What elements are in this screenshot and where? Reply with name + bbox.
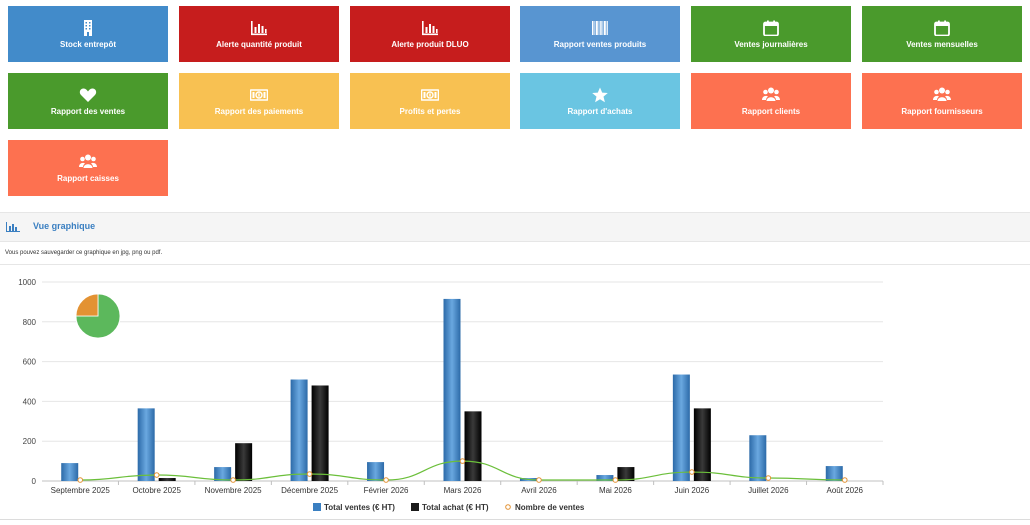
x-tick-label: Juillet 2026 <box>748 486 789 495</box>
x-tick-label: Octobre 2025 <box>132 486 181 495</box>
tile-alerte-produit-dluo[interactable]: Alerte produit DLUO <box>350 6 510 62</box>
y-tick-label: 1000 <box>18 278 36 287</box>
tile-label: Profits et pertes <box>399 106 461 116</box>
users-icon <box>79 154 97 170</box>
tile-label: Rapport des ventes <box>50 106 126 116</box>
line-marker <box>153 472 160 478</box>
line-marker <box>230 477 236 483</box>
chart-section-header: Vue graphique <box>0 212 1030 242</box>
bar-total-ventes <box>443 298 461 481</box>
tile-profits-et-pertes[interactable]: Profits et pertes <box>350 73 510 129</box>
bar-total-ventes <box>367 462 385 481</box>
tile-label: Ventes journalières <box>734 39 808 49</box>
chart-svg: 0 200 400 600 800 1000 Septembre 2025 Octobre 2… <box>18 278 884 512</box>
legend-swatch <box>505 504 511 510</box>
bar-chart-icon <box>6 222 20 232</box>
line-marker <box>306 471 313 477</box>
line-marker <box>612 477 619 483</box>
bar-total-achat <box>235 443 253 481</box>
sales-chart: 0 200 400 600 800 1000 Septembre 2025 Octobre 2… <box>0 264 1030 519</box>
calendar-icon <box>762 20 780 36</box>
users-icon <box>933 87 951 103</box>
bar-chart-icon <box>250 20 268 36</box>
bar-total-ventes <box>596 475 614 481</box>
x-tick-label: Novembre 2025 <box>205 486 262 495</box>
line-marker <box>536 477 542 483</box>
pie-slice <box>75 293 99 317</box>
x-tick-label: Mars 2026 <box>444 486 482 495</box>
tile-label: Rapport caisses <box>57 173 119 183</box>
tile-ventes-mensuelles[interactable]: Ventes mensuelles <box>862 6 1022 62</box>
x-tick-label: Septembre 2025 <box>51 486 111 495</box>
bar-total-achat <box>158 478 176 481</box>
line-marker <box>841 477 848 483</box>
tile-label: Rapport des paiements <box>214 106 304 116</box>
tile-label: Alerte quantité produit <box>216 39 302 49</box>
x-tick-label: Décembre 2025 <box>281 486 338 495</box>
tile-label: Alerte produit DLUO <box>391 39 469 49</box>
money-icon <box>250 87 268 103</box>
bar-total-achat <box>617 467 635 481</box>
y-tick-label: 800 <box>23 318 37 327</box>
x-tick-label: Juin 2026 <box>675 486 710 495</box>
legend-label: Total achat (€ HT) <box>422 503 489 512</box>
x-tick-label: Mai 2026 <box>599 486 632 495</box>
bar-total-ventes <box>749 435 767 481</box>
bar-total-achat <box>464 411 482 481</box>
tile-ventes-journalieres[interactable]: Ventes journalières <box>691 6 851 62</box>
y-tick-label: 600 <box>23 358 37 367</box>
bar-total-ventes <box>672 374 690 481</box>
y-tick-label: 0 <box>32 477 37 486</box>
x-tick-label: Février 2026 <box>364 486 409 495</box>
y-tick-label: 400 <box>23 397 37 406</box>
tile-label: Ventes mensuelles <box>906 39 978 49</box>
tile-stock-entrepot[interactable]: Stock entrepôt <box>8 6 168 62</box>
tile-label: Stock entrepôt <box>59 39 116 49</box>
line-nombre-de-ventes <box>80 460 845 481</box>
money-icon <box>421 87 439 103</box>
heart-icon <box>79 87 97 103</box>
tile-rapport-des-ventes[interactable]: Rapport des ventes <box>8 73 168 129</box>
x-tick-label: Avril 2026 <box>521 486 557 495</box>
barcode-icon <box>591 20 609 36</box>
section-title: Vue graphique <box>33 221 96 231</box>
tile-label: Rapport clients <box>741 106 801 116</box>
x-tick-label: Août 2026 <box>827 486 864 495</box>
legend-swatch <box>313 503 321 511</box>
tile-label: Rapport ventes produits <box>553 39 647 49</box>
tile-rapport-caisses[interactable]: Rapport caisses <box>8 140 168 196</box>
legend-label: Nombre de ventes <box>515 503 585 512</box>
bar-total-ventes <box>137 408 155 481</box>
bar-total-ventes <box>825 466 843 481</box>
line-marker <box>689 469 695 475</box>
legend-label: Total ventes (€ HT) <box>324 503 395 512</box>
bar-total-achat <box>693 408 711 481</box>
line-marker <box>459 458 466 464</box>
legend-swatch <box>411 503 419 511</box>
tile-rapport-d-achats[interactable]: Rapport d'achats <box>520 73 680 129</box>
line-marker <box>77 477 84 483</box>
tile-rapport-fournisseurs[interactable]: Rapport fournisseurs <box>862 73 1022 129</box>
bar-chart-icon <box>421 20 439 36</box>
building-icon <box>79 19 97 36</box>
tile-rapport-clients[interactable]: Rapport clients <box>691 73 851 129</box>
users-icon <box>762 87 780 103</box>
y-tick-label: 200 <box>23 437 37 446</box>
bar-total-ventes <box>290 379 308 481</box>
tile-rapport-ventes-produits[interactable]: Rapport ventes produits <box>520 6 680 62</box>
export-note: Vous pouvez sauvegarder ce graphique en … <box>5 250 163 256</box>
report-tiles: Stock entrepôt Alerte quantité produit Ale… <box>0 0 1030 205</box>
star-icon <box>591 87 609 103</box>
bar-total-ventes <box>61 463 79 481</box>
divider <box>0 519 1030 520</box>
tile-alerte-quantite-produit[interactable]: Alerte quantité produit <box>179 6 339 62</box>
line-marker <box>383 477 389 483</box>
tile-label: Rapport fournisseurs <box>901 106 983 116</box>
bar-total-ventes <box>214 467 232 481</box>
tile-label: Rapport d'achats <box>567 106 633 116</box>
tile-rapport-des-paiements[interactable]: Rapport des paiements <box>179 73 339 129</box>
bar-total-achat <box>311 385 329 481</box>
calendar-icon <box>933 20 951 36</box>
line-marker <box>765 475 772 481</box>
